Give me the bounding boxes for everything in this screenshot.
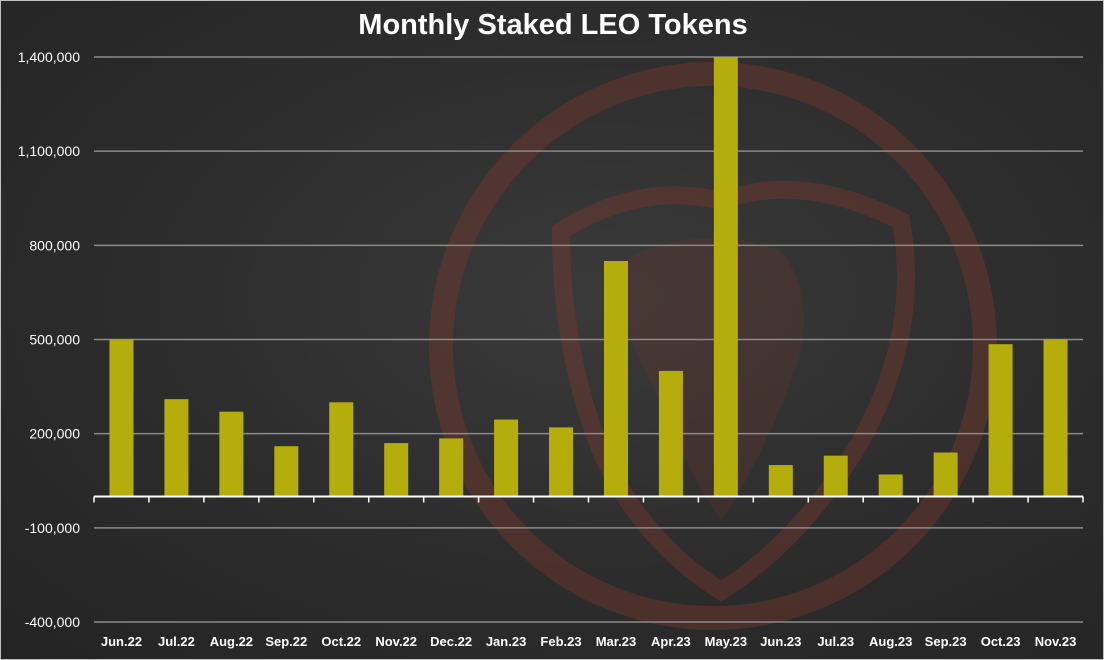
x-category-label: Aug.23 [869,634,912,649]
bar [988,344,1013,497]
x-category-label: Feb.23 [540,634,581,649]
x-category-label: Dec.22 [430,634,472,649]
bar [549,427,574,497]
y-tick-label: 200,000 [29,426,80,442]
x-category-label: Sep.22 [265,634,307,649]
y-tick-label: 1,100,000 [18,143,80,159]
bar [933,452,958,497]
chart-title: Monthly Staked LEO Tokens [358,9,748,41]
y-tick-label: 1,400,000 [18,49,80,65]
x-category-label: Nov.23 [1035,634,1077,649]
x-category-label: Apr.23 [651,634,691,649]
bar [109,339,134,497]
x-category-label: Jun.23 [760,634,801,649]
bar [439,438,464,497]
bar [768,465,793,497]
y-tick-label: -100,000 [25,520,80,536]
y-tick-label: -400,000 [25,614,80,630]
x-category-label: Aug.22 [210,634,253,649]
bar [603,261,628,497]
x-category-label: Jul.23 [817,634,854,649]
x-category-label: May.23 [705,634,747,649]
x-category-label: Sep.23 [925,634,967,649]
bar [219,411,244,497]
bar [823,455,848,497]
x-category-label: Oct.22 [321,634,361,649]
y-tick-label: 500,000 [29,332,80,348]
bar [713,57,738,497]
bar [329,402,354,497]
x-category-label: Jan.23 [486,634,526,649]
bar [494,419,519,497]
bar [274,446,299,497]
x-category-label: Jun.22 [101,634,142,649]
x-category-label: Jul.22 [158,634,195,649]
x-category-label: Oct.23 [981,634,1021,649]
y-tick-label: 800,000 [29,237,80,253]
bar [878,474,903,497]
bar [164,399,189,497]
x-category-label: Mar.23 [596,634,636,649]
x-category-label: Nov.22 [375,634,417,649]
bar [1043,339,1068,497]
bar [384,443,409,497]
bar [658,370,683,497]
